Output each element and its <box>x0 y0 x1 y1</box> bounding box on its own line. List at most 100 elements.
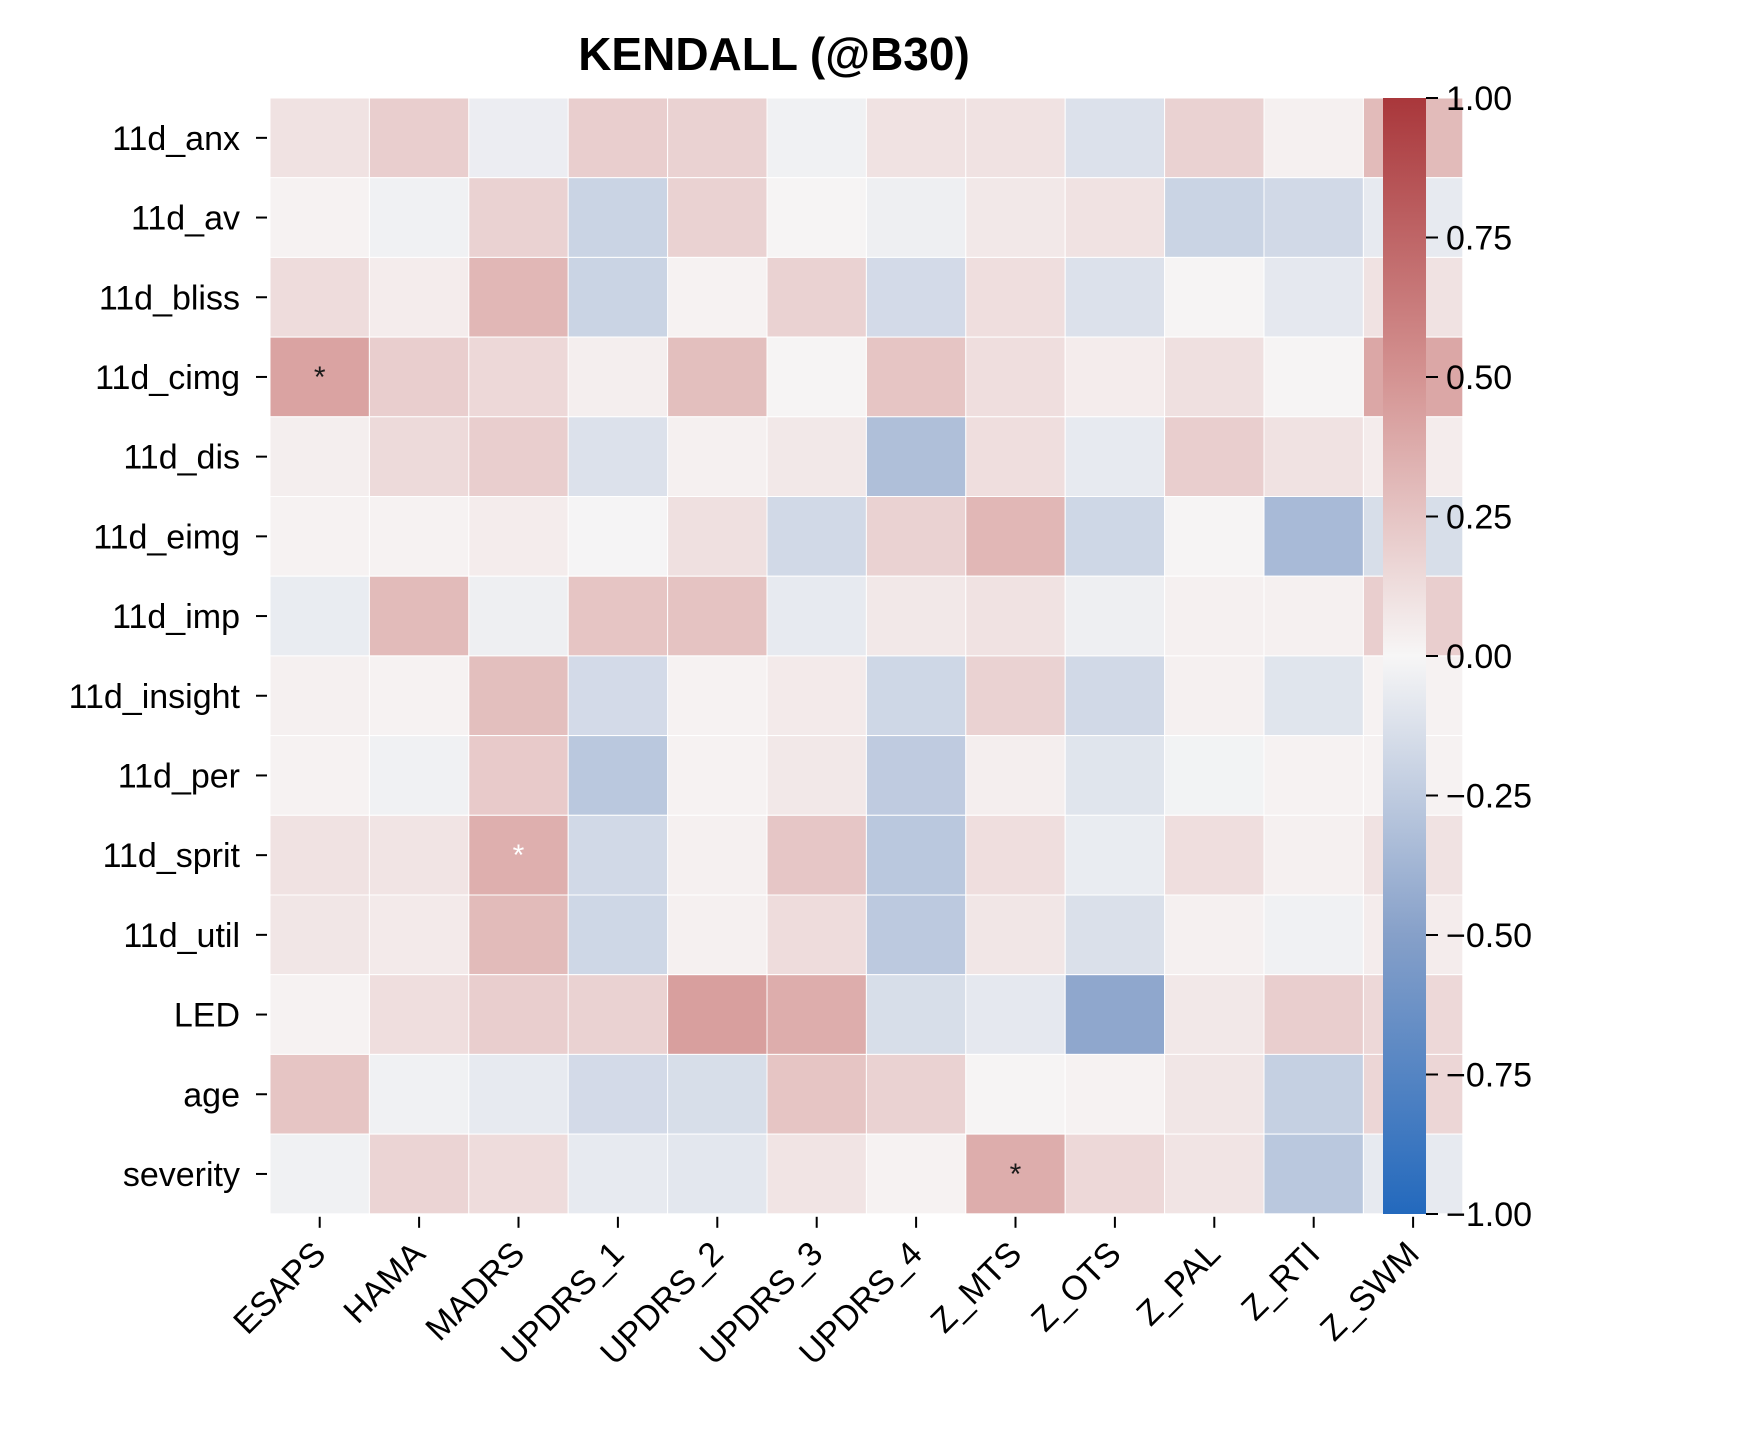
heatmap-cell <box>766 97 867 179</box>
heatmap-cell <box>567 974 669 1055</box>
heatmap-cell <box>1064 336 1166 418</box>
y-tick-label: LED <box>174 997 240 1035</box>
heatmap-cell <box>269 575 370 657</box>
heatmap-cell <box>1263 655 1364 737</box>
heatmap-cell <box>1064 575 1166 657</box>
heatmap-cell <box>567 814 669 896</box>
colorbar-tick-label: 0.00 <box>1446 638 1512 676</box>
heatmap-cell <box>567 97 669 179</box>
heatmap-cell <box>667 336 768 418</box>
heatmap-cell <box>865 177 967 258</box>
heatmap-cell <box>1164 735 1265 816</box>
heatmap-cell <box>1164 336 1265 418</box>
heatmap-cell <box>468 416 569 497</box>
heatmap-cell <box>1064 256 1166 338</box>
heatmap-cell <box>1263 894 1364 976</box>
colorbar-tick-label: 1.00 <box>1446 80 1512 118</box>
heatmap-cell <box>269 735 370 816</box>
heatmap-cell <box>468 256 569 338</box>
heatmap-cell <box>368 336 470 418</box>
heatmap-cell <box>667 496 768 577</box>
heatmap-cell <box>766 177 867 258</box>
heatmap-cell <box>1064 894 1166 976</box>
heatmap-cell <box>1064 735 1166 816</box>
heatmap-cell <box>965 814 1066 896</box>
heatmap-cell <box>1263 336 1364 418</box>
heatmap-cell <box>567 735 669 816</box>
heatmap-cell <box>368 256 470 338</box>
heatmap-cell <box>965 97 1066 179</box>
heatmap-cell <box>368 1053 470 1135</box>
heatmap-cell <box>368 974 470 1055</box>
heatmap-cell <box>468 336 569 418</box>
heatmap-cell <box>865 735 967 816</box>
heatmap-cell <box>1164 814 1265 896</box>
heatmap-cell <box>1164 496 1265 577</box>
heatmap-cell <box>468 1133 569 1215</box>
heatmap-cell <box>1064 97 1166 179</box>
significance-marker: * <box>314 361 326 394</box>
heatmap-cell <box>567 575 669 657</box>
colorbar: 1.00 0.75 0.50 0.25 0.00 −0.25 −0.50 −0.75 −1.00 <box>1383 80 1532 1234</box>
x-tick-label: Z_OTS <box>1024 1235 1128 1339</box>
heatmap-cell <box>1263 496 1364 577</box>
x-tick-label: HAMA <box>336 1234 433 1331</box>
heatmap-cell <box>468 974 569 1055</box>
heatmap-cell <box>865 1133 967 1215</box>
heatmap-cell <box>1064 177 1166 258</box>
heatmap-cell <box>766 336 867 418</box>
heatmap-cell <box>766 655 867 737</box>
heatmap-cell <box>965 496 1066 577</box>
heatmap-cell <box>1064 416 1166 497</box>
heatmap-cell <box>1064 974 1166 1055</box>
heatmap-cell <box>865 575 967 657</box>
heatmap-cell <box>368 97 470 179</box>
heatmap-cell <box>368 814 470 896</box>
heatmap-cell <box>865 416 967 497</box>
colorbar-tick-label: 0.50 <box>1446 359 1512 397</box>
heatmap-cell <box>368 735 470 816</box>
heatmap-cell <box>865 1053 967 1135</box>
heatmap-cell <box>965 974 1066 1055</box>
heatmap-cell <box>965 655 1066 737</box>
heatmap-cell <box>1164 1133 1265 1215</box>
heatmap-cell <box>1064 496 1166 577</box>
heatmap-cell <box>468 575 569 657</box>
heatmap-cell <box>269 894 370 976</box>
heatmap-cell <box>269 416 370 497</box>
heatmap-cell <box>269 256 370 338</box>
y-tick-label: 11d_per <box>118 757 240 795</box>
y-tick-label: age <box>183 1076 240 1114</box>
heatmap-cell <box>567 177 669 258</box>
heatmap-cell <box>269 1053 370 1135</box>
colorbar-tick-label: −0.25 <box>1446 778 1532 816</box>
heatmap-cell <box>965 1053 1066 1135</box>
heatmap-cell <box>567 894 669 976</box>
x-tick-label: Z_MTS <box>923 1235 1029 1341</box>
heatmap-cell <box>1164 1053 1265 1135</box>
heatmap-cell <box>965 256 1066 338</box>
y-tick-label: 11d_insight <box>69 678 241 716</box>
heatmap-cell <box>766 735 867 816</box>
heatmap-cells <box>269 97 1464 1215</box>
heatmap-cell <box>667 177 768 258</box>
heatmap-cell <box>1164 894 1265 976</box>
heatmap-cell <box>269 974 370 1055</box>
heatmap-cell <box>1064 655 1166 737</box>
colorbar-tick-label: −0.50 <box>1446 917 1532 955</box>
heatmap-cell <box>1263 575 1364 657</box>
heatmap-cell <box>567 336 669 418</box>
heatmap-cell <box>667 655 768 737</box>
heatmap-cell <box>965 416 1066 497</box>
y-tick-label: 11d_anx <box>112 120 240 158</box>
significance-marker: * <box>1010 1158 1022 1191</box>
heatmap-cell <box>965 894 1066 976</box>
heatmap-cell <box>1164 974 1265 1055</box>
heatmap-cell <box>865 655 967 737</box>
heatmap-cell <box>667 97 768 179</box>
heatmap-cell <box>468 177 569 258</box>
heatmap-cell <box>667 814 768 896</box>
x-tick-label: Z_SWM <box>1313 1235 1427 1349</box>
x-tick-label: ESAPS <box>226 1235 333 1342</box>
